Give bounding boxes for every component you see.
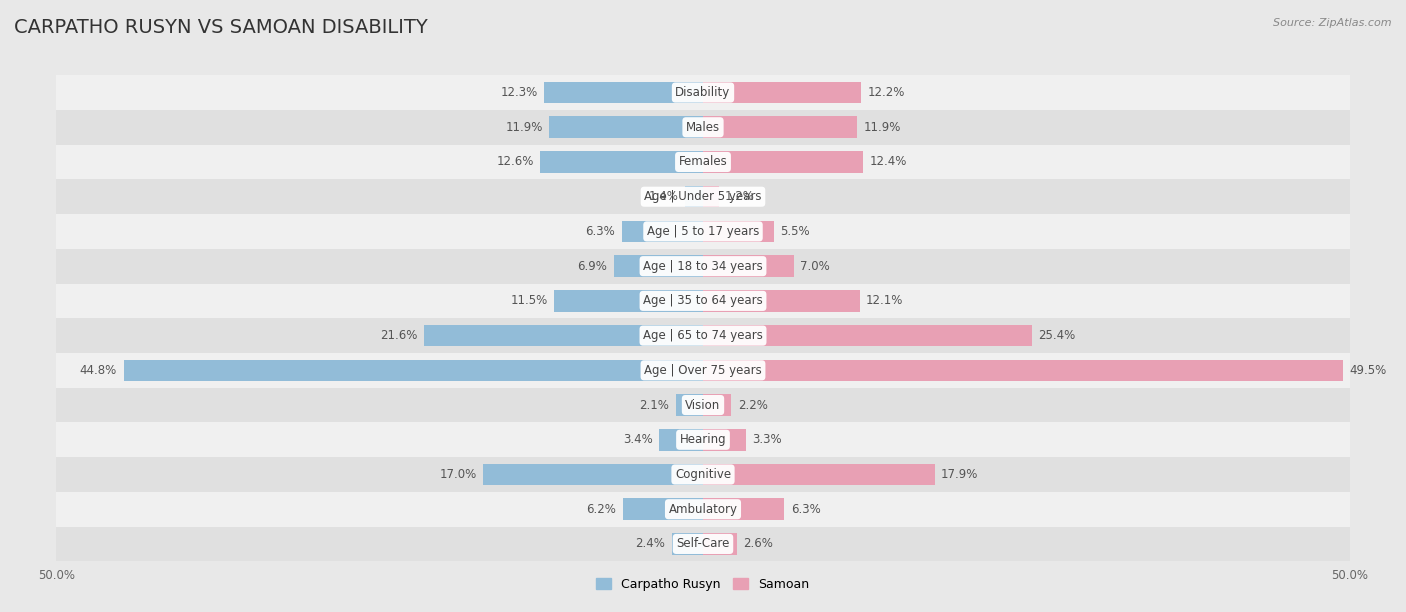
Text: Ambulatory: Ambulatory: [668, 502, 738, 516]
Text: 49.5%: 49.5%: [1350, 364, 1386, 377]
Bar: [56, 144, 1350, 179]
Bar: [623, 498, 703, 520]
Bar: [56, 457, 1350, 492]
Text: Source: ZipAtlas.com: Source: ZipAtlas.com: [1274, 18, 1392, 28]
Bar: [56, 387, 1350, 422]
Text: 44.8%: 44.8%: [80, 364, 117, 377]
Text: Age | Under 5 years: Age | Under 5 years: [644, 190, 762, 203]
Bar: [56, 110, 1350, 144]
Bar: [56, 318, 1350, 353]
Text: Vision: Vision: [685, 398, 721, 411]
Bar: [703, 533, 737, 554]
Bar: [703, 360, 1343, 381]
Text: Age | 18 to 34 years: Age | 18 to 34 years: [643, 259, 763, 273]
Text: Self-Care: Self-Care: [676, 537, 730, 550]
Text: Females: Females: [679, 155, 727, 168]
Bar: [544, 82, 703, 103]
Text: 2.4%: 2.4%: [636, 537, 665, 550]
Text: CARPATHO RUSYN VS SAMOAN DISABILITY: CARPATHO RUSYN VS SAMOAN DISABILITY: [14, 18, 427, 37]
Text: 1.4%: 1.4%: [648, 190, 679, 203]
Bar: [703, 498, 785, 520]
Text: Age | Over 75 years: Age | Over 75 years: [644, 364, 762, 377]
Text: 1.2%: 1.2%: [725, 190, 755, 203]
Bar: [685, 186, 703, 207]
Text: 11.9%: 11.9%: [863, 121, 901, 134]
Text: 12.4%: 12.4%: [870, 155, 907, 168]
Text: 3.4%: 3.4%: [623, 433, 652, 446]
Text: 21.6%: 21.6%: [380, 329, 418, 342]
Text: 6.9%: 6.9%: [578, 259, 607, 273]
Bar: [703, 116, 856, 138]
Text: 6.3%: 6.3%: [792, 502, 821, 516]
Bar: [56, 422, 1350, 457]
Bar: [659, 429, 703, 450]
Bar: [703, 186, 718, 207]
Text: 17.9%: 17.9%: [941, 468, 979, 481]
Text: Age | 35 to 64 years: Age | 35 to 64 years: [643, 294, 763, 307]
Text: 3.3%: 3.3%: [752, 433, 782, 446]
Legend: Carpatho Rusyn, Samoan: Carpatho Rusyn, Samoan: [592, 573, 814, 596]
Text: 2.2%: 2.2%: [738, 398, 768, 411]
Bar: [703, 325, 1032, 346]
Bar: [56, 214, 1350, 249]
Bar: [703, 221, 775, 242]
Bar: [554, 290, 703, 312]
Text: 11.5%: 11.5%: [510, 294, 548, 307]
Text: 5.5%: 5.5%: [780, 225, 810, 238]
Bar: [56, 179, 1350, 214]
Bar: [550, 116, 703, 138]
Bar: [484, 464, 703, 485]
Bar: [124, 360, 703, 381]
Bar: [703, 429, 745, 450]
Text: 12.6%: 12.6%: [496, 155, 533, 168]
Bar: [703, 394, 731, 416]
Bar: [56, 353, 1350, 387]
Bar: [56, 249, 1350, 283]
Bar: [614, 255, 703, 277]
Text: 2.6%: 2.6%: [744, 537, 773, 550]
Bar: [540, 151, 703, 173]
Text: 7.0%: 7.0%: [800, 259, 830, 273]
Text: 12.2%: 12.2%: [868, 86, 904, 99]
Text: 17.0%: 17.0%: [440, 468, 477, 481]
Bar: [676, 394, 703, 416]
Bar: [56, 492, 1350, 526]
Text: Hearing: Hearing: [679, 433, 727, 446]
Text: 12.1%: 12.1%: [866, 294, 904, 307]
Text: 12.3%: 12.3%: [501, 86, 537, 99]
Text: 6.3%: 6.3%: [585, 225, 614, 238]
Bar: [56, 75, 1350, 110]
Text: Cognitive: Cognitive: [675, 468, 731, 481]
Text: 25.4%: 25.4%: [1038, 329, 1076, 342]
Bar: [56, 283, 1350, 318]
Bar: [621, 221, 703, 242]
Text: Age | 65 to 74 years: Age | 65 to 74 years: [643, 329, 763, 342]
Bar: [703, 151, 863, 173]
Text: Males: Males: [686, 121, 720, 134]
Bar: [703, 290, 859, 312]
Bar: [703, 255, 793, 277]
Bar: [423, 325, 703, 346]
Text: 6.2%: 6.2%: [586, 502, 616, 516]
Text: Age | 5 to 17 years: Age | 5 to 17 years: [647, 225, 759, 238]
Text: Disability: Disability: [675, 86, 731, 99]
Text: 2.1%: 2.1%: [640, 398, 669, 411]
Bar: [56, 526, 1350, 561]
Text: 11.9%: 11.9%: [505, 121, 543, 134]
Bar: [703, 82, 860, 103]
Bar: [672, 533, 703, 554]
Bar: [703, 464, 935, 485]
